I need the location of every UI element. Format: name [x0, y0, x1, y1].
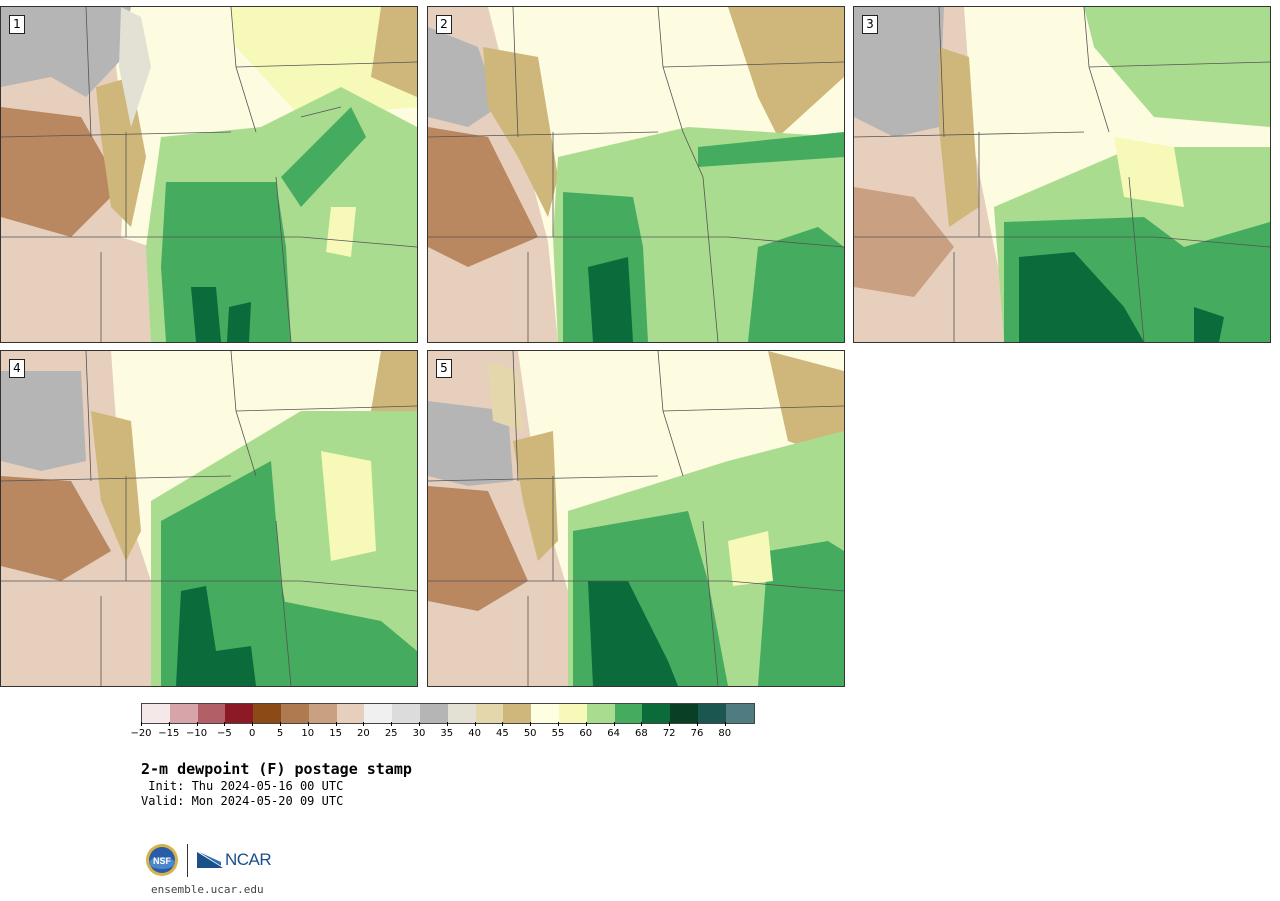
ensemble-member-panel-3: 3	[853, 6, 1271, 343]
colorbar-swatch	[336, 704, 365, 723]
ncar-swoosh-icon	[197, 852, 223, 868]
colorbar-tick-label: 64	[607, 728, 620, 739]
colorbar-tick-label: 0	[249, 728, 256, 739]
colorbar-tick	[224, 722, 226, 726]
colorbar-swatch	[503, 704, 532, 723]
colorbar-swatch	[253, 704, 281, 723]
ensemble-member-panel-2: 2	[427, 6, 845, 343]
colorbar-swatch	[586, 704, 615, 723]
colorbar-tick	[196, 722, 198, 726]
init-time: Init: Thu 2024-05-16 00 UTC	[141, 779, 344, 793]
colorbar-swatch	[531, 704, 559, 723]
colorbar-tick-label: −15	[158, 728, 180, 739]
colorbar-tick-label: −20	[130, 728, 152, 739]
panel-number: 2	[436, 15, 452, 34]
colorbar-swatch	[280, 704, 309, 723]
panel-number: 1	[9, 15, 25, 34]
ncar-logo-text: NCAR	[225, 850, 272, 869]
colorbar-swatch	[225, 704, 254, 723]
map-title: 2-m dewpoint (F) postage stamp	[141, 760, 412, 778]
colorbar-tick-label: 25	[384, 728, 398, 739]
colorbar-tick-label: −10	[186, 728, 208, 739]
colorbar-swatch	[447, 704, 476, 723]
colorbar-tick-label: 76	[690, 728, 704, 739]
colorbar-tick	[641, 722, 643, 726]
colorbar-tick-label: 30	[412, 728, 426, 739]
colorbar-tick-label: 68	[635, 728, 648, 739]
dewpoint-map-3	[854, 7, 1270, 342]
colorbar-swatch	[475, 704, 504, 723]
colorbar-tick-label: 72	[662, 728, 676, 739]
nsf-logo-text: NSF	[153, 856, 172, 866]
colorbar-tick-label: 45	[496, 728, 509, 739]
colorbar-tick-label: 50	[523, 728, 537, 739]
colorbar-swatch	[169, 704, 198, 723]
colorbar-tick	[697, 722, 698, 726]
colorbar-tick	[307, 722, 309, 726]
colorbar-tick	[168, 722, 170, 726]
colorbar-swatch	[670, 704, 698, 723]
colorbar-tick	[530, 722, 532, 726]
dewpoint-map-1	[1, 7, 417, 342]
colorbar-swatch	[197, 704, 226, 723]
colorbar-tick-label: −5	[217, 728, 232, 739]
dewpoint-map-4	[1, 351, 417, 686]
ensemble-member-panel-5: 5	[427, 350, 845, 687]
colorbar-swatch	[697, 704, 726, 723]
colorbar-tick-label: 40	[468, 728, 481, 739]
dewpoint-map-2	[428, 7, 844, 342]
colorbar-swatch	[142, 704, 170, 723]
colorbar-tick	[724, 722, 726, 726]
colorbar-swatch	[308, 704, 337, 723]
colorbar-tick	[252, 722, 254, 726]
colorbar-tick	[502, 722, 504, 726]
colorbar-tick-label: 80	[718, 728, 732, 739]
colorbar-tick	[669, 722, 671, 726]
colorbar-tick-labels: −20 −15 −10 −5 0 5 10 15 20 25 30 35 40 45 50 55 60 64 68 7…	[130, 722, 761, 742]
colorbar-swatch	[558, 704, 587, 723]
colorbar-tick-label: 60	[579, 728, 593, 739]
colorbar-tick-label: 55	[551, 728, 565, 739]
valid-time: Valid: Mon 2024-05-20 09 UTC	[141, 794, 344, 808]
website-url: ensemble.ucar.edu	[151, 883, 264, 896]
panel-number: 5	[436, 359, 452, 378]
colorbar-tick	[558, 722, 559, 726]
colorbar-swatch	[614, 704, 643, 723]
colorbar-tick	[446, 722, 448, 726]
panel-number: 3	[862, 15, 878, 34]
logo-separator	[187, 844, 188, 877]
colorbar-tick	[585, 722, 587, 726]
colorbar-tick-label: 10	[301, 728, 315, 739]
colorbar-tick-label: 35	[440, 728, 454, 739]
colorbar-tick	[363, 722, 365, 726]
colorbar-swatch	[364, 704, 393, 723]
dewpoint-map-5	[428, 351, 844, 686]
colorbar-tick	[280, 722, 281, 726]
colorbar-swatch	[725, 704, 754, 723]
dewpoint-colorbar	[141, 703, 755, 724]
colorbar-swatch	[642, 704, 671, 723]
colorbar-tick	[419, 722, 420, 726]
colorbar-tick-label: 5	[276, 728, 284, 739]
colorbar-tick	[141, 722, 142, 726]
colorbar-tick-label: 15	[329, 728, 342, 739]
colorbar-tick	[613, 722, 615, 726]
colorbar-tick	[474, 722, 476, 726]
panel-number: 4	[9, 359, 25, 378]
nsf-logo: NSF	[146, 844, 178, 876]
ensemble-member-panel-1: 1	[0, 6, 418, 343]
colorbar-tick-label: 20	[357, 728, 370, 739]
ncar-logo: NCAR	[197, 848, 272, 872]
colorbar-swatch	[392, 704, 420, 723]
colorbar-swatch	[419, 704, 448, 723]
ensemble-member-panel-4: 4	[0, 350, 418, 687]
colorbar-tick	[391, 722, 393, 726]
colorbar-tick	[335, 722, 337, 726]
